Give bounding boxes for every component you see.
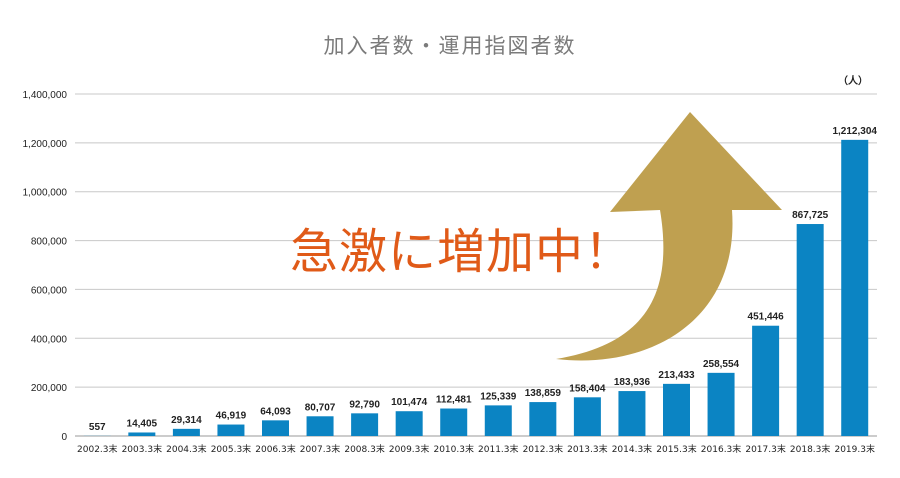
- y-tick-label: 400,000: [31, 334, 68, 345]
- y-tick-label: 0: [61, 432, 67, 443]
- x-tick-label: 2019.3末: [834, 443, 875, 455]
- bar: [529, 402, 557, 436]
- bar: [172, 428, 200, 436]
- y-tick-label: 1,000,000: [23, 188, 68, 199]
- data-label: 138,859: [525, 388, 562, 399]
- bar: [663, 383, 690, 436]
- data-label: 451,446: [748, 312, 785, 323]
- data-label: 92,790: [349, 399, 380, 410]
- bar: [217, 424, 245, 436]
- data-label: 1,212,304: [832, 126, 877, 137]
- data-label: 101,474: [391, 397, 428, 408]
- data-label: 46,919: [216, 411, 247, 422]
- x-tick-label: 2014.3末: [612, 443, 653, 455]
- data-label: 158,404: [569, 383, 606, 394]
- x-tick-label: 2010.3末: [433, 443, 474, 455]
- data-label: 183,936: [614, 377, 651, 388]
- bar: [841, 139, 869, 437]
- bar: [573, 397, 601, 436]
- y-tick-label: 800,000: [31, 237, 68, 248]
- x-tick-label: 2011.3末: [478, 443, 519, 455]
- bar: [484, 405, 512, 436]
- bar: [618, 391, 646, 436]
- bar: [796, 224, 824, 436]
- unit-label: （人）: [838, 76, 868, 87]
- bar: [306, 416, 334, 436]
- data-label: 80,707: [305, 402, 336, 413]
- x-tick-label: 2017.3末: [745, 443, 786, 455]
- x-tick-label: 2015.3末: [656, 443, 697, 455]
- annotation-text: 急激に増加中！: [290, 224, 634, 280]
- x-tick-label: 2003.3末: [122, 443, 163, 455]
- bar: [707, 372, 735, 436]
- data-label: 258,554: [703, 359, 740, 370]
- data-label: 14,405: [127, 418, 158, 429]
- bar: [262, 420, 289, 436]
- bar: [351, 413, 379, 436]
- x-tick-label: 2012.3末: [523, 443, 564, 455]
- y-tick-label: 1,200,000: [23, 139, 68, 150]
- y-tick-label: 1,400,000: [23, 90, 68, 101]
- y-tick-label: 200,000: [31, 383, 68, 394]
- x-tick-label: 2004.3末: [166, 443, 207, 455]
- data-label: 557: [89, 422, 106, 433]
- x-tick-label: 2002.3末: [77, 443, 118, 455]
- x-tick-label: 2016.3末: [701, 443, 742, 455]
- data-label: 64,093: [260, 406, 291, 417]
- x-tick-label: 2013.3末: [567, 443, 608, 455]
- data-label: 29,314: [171, 415, 202, 426]
- bar: [128, 432, 156, 436]
- bar: [440, 408, 468, 436]
- data-label: 213,433: [658, 370, 695, 381]
- x-tick-label: 2005.3末: [211, 443, 252, 455]
- data-label: 112,481: [436, 395, 472, 406]
- x-tick-label: 2009.3末: [389, 443, 430, 455]
- x-tick-label: 2018.3末: [790, 443, 831, 455]
- upward-arrow-graphic: [556, 112, 782, 361]
- x-tick-label: 2007.3末: [300, 443, 341, 455]
- data-label: 867,725: [792, 210, 829, 221]
- x-tick-label: 2008.3末: [344, 443, 385, 455]
- chart-title: 加入者数・運用指図者数: [323, 34, 577, 58]
- data-label: 125,339: [480, 391, 517, 402]
- bar: [395, 411, 423, 436]
- bar: [752, 325, 780, 436]
- y-tick-label: 600,000: [31, 285, 68, 296]
- x-tick-label: 2006.3末: [255, 443, 296, 455]
